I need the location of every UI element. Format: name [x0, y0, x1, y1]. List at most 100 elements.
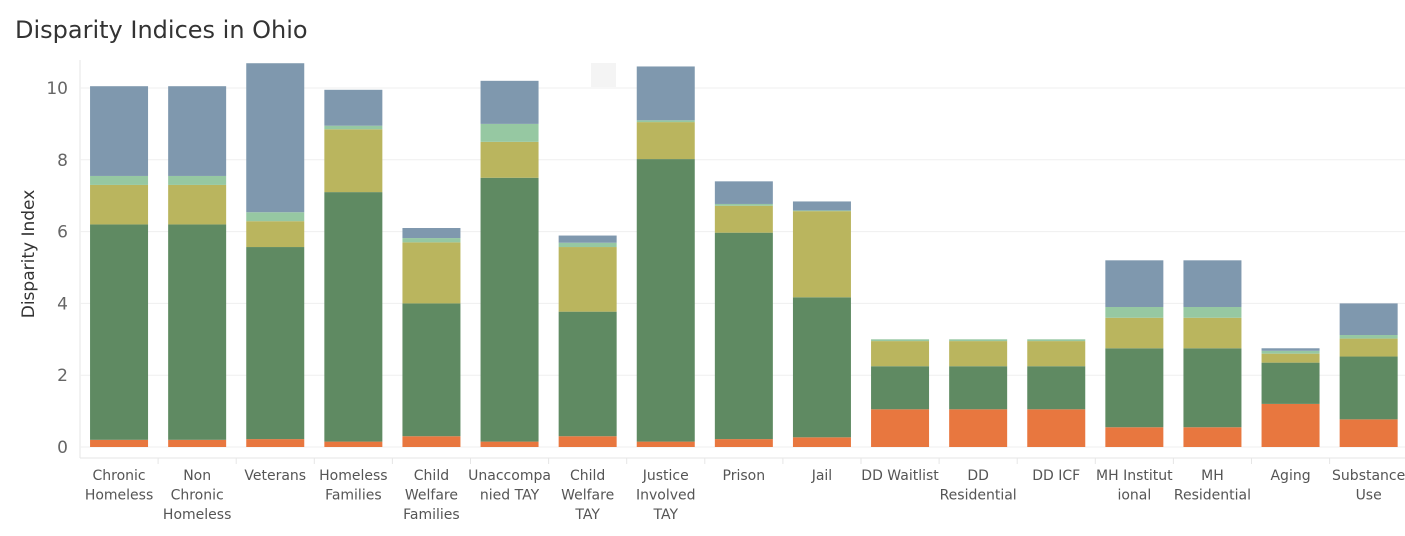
bar-segment	[246, 439, 305, 447]
x-tick-label: Justice Involved TAY	[636, 468, 696, 523]
bar-segment	[714, 181, 773, 204]
bar-segment	[949, 339, 1008, 342]
bar-segment	[1261, 348, 1320, 351]
bar-segment	[246, 247, 305, 440]
chart-title: Disparity Indices in Ohio	[15, 16, 308, 44]
x-tick-label: Unaccompa nied TAY	[468, 468, 551, 504]
bar-segment	[871, 341, 930, 367]
bar-segment	[558, 247, 617, 312]
bar-segment	[402, 303, 461, 437]
bar-segment	[871, 339, 930, 342]
bar-segment	[949, 409, 1008, 447]
bar-segment	[90, 439, 149, 447]
bar-segment	[792, 437, 851, 447]
bar-segment	[636, 441, 695, 447]
bar-segment	[1027, 366, 1086, 410]
bar-segment	[792, 201, 851, 211]
bar-segment	[1261, 353, 1320, 363]
bar-segment	[636, 120, 695, 123]
x-tick-label: Substance Use	[1332, 468, 1405, 504]
bar-segment	[168, 224, 227, 440]
bar-segment	[558, 242, 617, 248]
bar-segment	[324, 441, 383, 447]
x-tick-label: Child Welfare TAY	[561, 468, 614, 523]
bar-segment	[90, 184, 149, 225]
bar-segment	[324, 129, 383, 193]
bar-segment	[246, 212, 305, 222]
bar-segment	[168, 184, 227, 225]
bar-segment	[1339, 338, 1398, 357]
bar-segment	[402, 228, 461, 239]
bar-segment	[246, 221, 305, 248]
bar-segment	[480, 441, 539, 447]
bar-segment	[1027, 341, 1086, 367]
x-tick-label: MH Institut ional	[1096, 468, 1173, 504]
x-tick-label: Jail	[811, 468, 833, 484]
bar-segment	[792, 297, 851, 438]
bar-segment	[1183, 427, 1242, 447]
bar-segment	[480, 80, 539, 124]
y-tick-label: 6	[57, 223, 68, 243]
bar-segment	[402, 242, 461, 304]
x-tick-label: DD Waitlist	[861, 468, 939, 484]
bar-segment	[792, 210, 851, 212]
bar-segment	[168, 175, 227, 185]
x-tick-label: Chronic Homeless	[85, 468, 153, 504]
y-tick-label: 0	[57, 438, 68, 458]
bar-segment	[1183, 348, 1242, 428]
bar-segment	[1105, 306, 1164, 318]
bar-segment	[949, 341, 1008, 367]
bar-segment	[871, 366, 930, 410]
bar-segment	[1105, 348, 1164, 428]
bar-segment	[90, 224, 149, 440]
bar-segment	[1027, 409, 1086, 447]
bar-segment	[714, 439, 773, 447]
bar-segment	[714, 203, 773, 206]
bar-segment	[1027, 339, 1086, 342]
bar-segment	[636, 159, 695, 442]
bar-segment	[324, 89, 383, 126]
y-tick-label: 10	[46, 79, 68, 99]
bar-segment	[1261, 403, 1320, 447]
bar-segment	[324, 125, 383, 130]
bar-segment	[402, 238, 461, 243]
x-tick-label: DD Residential	[940, 468, 1017, 504]
bar-segment	[1105, 260, 1164, 307]
bar-segment	[1105, 317, 1164, 349]
bar-segment	[324, 192, 383, 442]
bar-segment	[1261, 362, 1320, 404]
bar-segment	[480, 177, 539, 442]
x-tick-label: Child Welfare Families	[403, 468, 460, 523]
y-tick-label: 8	[57, 151, 68, 171]
bar-segment	[480, 123, 539, 142]
x-tick-label: Prison	[723, 468, 766, 484]
bar-segment	[402, 436, 461, 447]
bar-segment	[246, 63, 305, 213]
x-tick-label: Non Chronic Homeless	[163, 468, 231, 523]
bar-segment	[949, 366, 1008, 410]
y-tick-label: 4	[57, 294, 68, 314]
bar-segment	[168, 439, 227, 447]
bar-segment	[714, 205, 773, 233]
bar-segment	[1183, 260, 1242, 307]
bar-segment	[1183, 317, 1242, 349]
bar-segment	[168, 86, 227, 176]
x-tick-label: Homeless Families	[319, 468, 387, 504]
bar-segment	[792, 211, 851, 298]
bar-segment	[1183, 306, 1242, 318]
bar-segment	[480, 141, 539, 178]
bar-segment	[1105, 427, 1164, 447]
bar-segment	[871, 409, 930, 447]
bar-segment	[90, 175, 149, 185]
x-tick-label: Veterans	[244, 468, 306, 484]
bar-segment	[1339, 419, 1398, 447]
x-tick-label: Aging	[1270, 468, 1310, 484]
bar-segment	[1339, 303, 1398, 335]
bar-segment	[714, 232, 773, 440]
bar-segment	[636, 66, 695, 121]
bar-segment	[636, 122, 695, 160]
bar-segment	[1339, 356, 1398, 420]
legend-placeholder	[591, 63, 616, 87]
x-tick-label: DD ICF	[1032, 468, 1080, 484]
